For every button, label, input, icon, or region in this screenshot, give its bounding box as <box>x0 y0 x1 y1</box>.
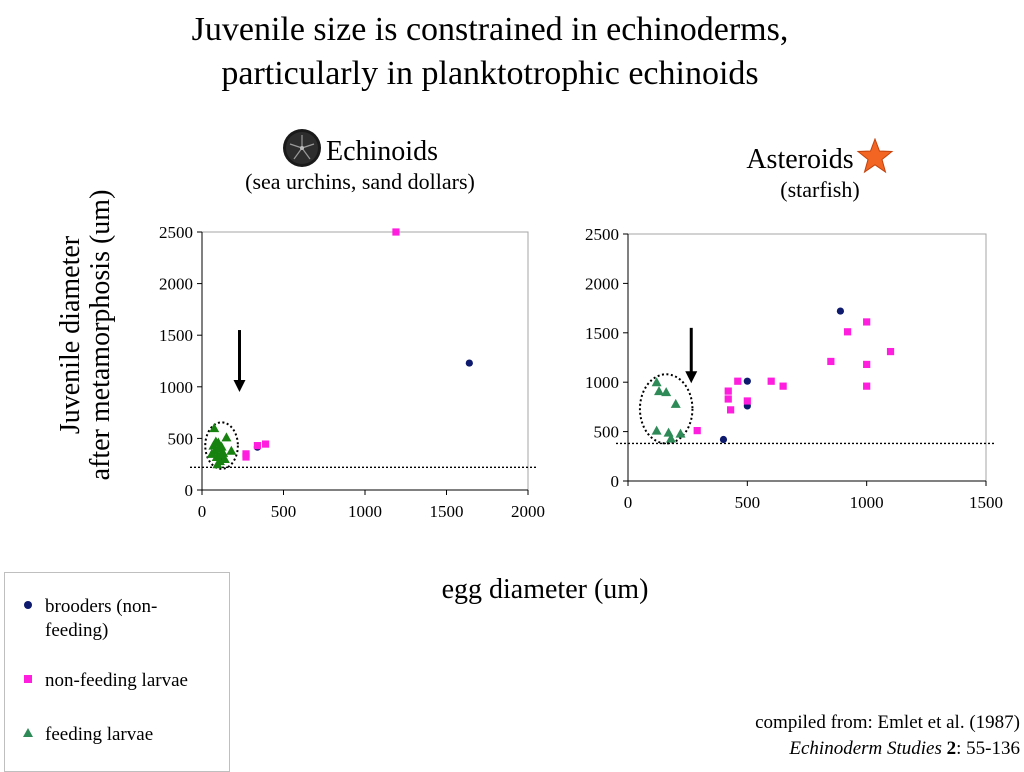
y-tick-label: 1500 <box>159 326 193 345</box>
credit-journal: Echinoderm Studies <box>789 738 942 759</box>
nonfeeding-point <box>242 453 250 461</box>
arrow-head <box>233 379 246 392</box>
legend-label-feeding: feeding larvae <box>45 724 154 745</box>
legend-triangle-marker <box>23 728 33 737</box>
nonfeeding-point <box>724 395 732 403</box>
nonfeeding-point <box>827 357 835 366</box>
asteroids-subtitle: (starfish) <box>780 177 860 202</box>
echinoids-name: Echinoids <box>326 136 438 167</box>
nonfeeding-point <box>779 382 787 390</box>
y-tick-label: 500 <box>168 429 194 448</box>
y-axis-label-line-1: Juvenile diameter <box>55 235 86 435</box>
x-tick-label: 1000 <box>850 493 884 512</box>
y-axis-label-line-2: after metamorphosis (um) <box>85 189 116 481</box>
nonfeeding-point <box>734 377 742 385</box>
feeding-point <box>654 386 665 396</box>
feeding-point <box>665 433 676 443</box>
arrow-head <box>685 371 698 384</box>
brooder-point <box>836 307 845 315</box>
feeding-point <box>651 425 662 435</box>
feeding-point <box>206 448 217 458</box>
legend-item-feeding: feeding larvae <box>23 723 154 747</box>
y-tick-label: 2000 <box>159 275 193 294</box>
feeding-point <box>675 428 686 438</box>
legend-circle-marker <box>24 601 32 609</box>
nonfeeding-point <box>863 318 871 326</box>
title-line-1: Juvenile size is constrained in echinode… <box>191 11 789 48</box>
credit-line-2: Echinoderm Studies 2: 55-136 <box>755 736 1020 762</box>
x-tick-label: 500 <box>735 493 761 512</box>
credit-pages: : 55-136 <box>956 738 1020 759</box>
nonfeeding-point <box>886 347 895 356</box>
asteroids-heading: Asteroids (starfish) <box>700 137 940 204</box>
credit-line-1: compiled from: Emlet et al. (1987) <box>755 712 1020 733</box>
feeding-point <box>221 432 232 442</box>
y-tick-label: 1000 <box>585 373 619 392</box>
feeding-point <box>209 423 220 433</box>
y-tick-label: 0 <box>611 472 620 491</box>
starfish-icon <box>856 137 894 174</box>
echinoids-chart: 0 500 1000 1500 2000 2500 0 500 1000 1500 2000 <box>159 223 545 521</box>
feeding-point <box>210 436 221 446</box>
highlight-ellipse <box>638 373 694 445</box>
nonfeeding-point <box>253 442 262 450</box>
y-tick-label: 2500 <box>159 223 193 242</box>
x-tick-label: 1500 <box>430 502 464 521</box>
nonfeeding-point <box>863 360 871 369</box>
brooder-point <box>465 359 473 367</box>
y-tick-label: 1500 <box>585 324 619 343</box>
feeding-point <box>651 377 662 387</box>
nonfeeding-point <box>392 228 400 236</box>
asteroids-chart: 0 500 1000 1500 2000 2500 0 500 1000 1500 <box>585 225 1003 512</box>
x-axis-label: egg diameter (um) <box>441 574 649 605</box>
y-tick-label: 0 <box>185 481 194 500</box>
feeding-point <box>670 398 681 408</box>
legend-item-brooders: brooders (non-feeding) <box>24 595 195 643</box>
legend-square-marker <box>24 675 32 683</box>
brooder-point <box>719 435 728 444</box>
feeding-point <box>226 445 237 455</box>
asteroids-name: Asteroids <box>746 144 854 175</box>
plot-frame <box>201 231 529 491</box>
nonfeeding-point <box>693 427 701 435</box>
nonfeeding-point <box>727 406 735 414</box>
nonfeeding-point <box>863 382 871 390</box>
x-tick-label: 1500 <box>969 493 1003 512</box>
x-tick-label: 500 <box>271 502 297 521</box>
title-line-2: particularly in planktotrophic echinoids <box>221 55 759 92</box>
echinoids-subtitle: (sea urchins, sand dollars) <box>245 169 475 194</box>
y-tick-label: 2000 <box>585 274 619 293</box>
feeding-point <box>215 449 226 459</box>
nonfeeding-point <box>724 387 732 395</box>
highlight-ellipse <box>204 421 239 470</box>
legend-label-brooders: brooders (non-feeding) <box>45 596 158 641</box>
nonfeeding-point <box>743 397 751 405</box>
x-tick-label: 1000 <box>348 502 382 521</box>
source-credit: compiled from: Emlet et al. (1987) Echin… <box>755 710 1020 762</box>
nonfeeding-point <box>843 328 852 336</box>
nonfeeding-point <box>261 440 270 448</box>
echinoids-heading: Echinoids (sea urchins, sand dollars) <box>200 128 520 196</box>
slide-title: Juvenile size is constrained in echinode… <box>0 8 980 96</box>
y-tick-label: 500 <box>594 423 620 442</box>
x-tick-label: 2000 <box>511 502 545 521</box>
feeding-point <box>663 427 674 437</box>
legend-label-nonfeeding: non-feeding larvae <box>45 670 188 691</box>
y-tick-label: 2500 <box>585 225 619 244</box>
legend-item-nonfeeding: non-feeding larvae <box>24 669 188 693</box>
sand-dollar-icon <box>283 129 321 167</box>
x-tick-label: 0 <box>198 502 207 521</box>
brooder-point <box>743 377 751 385</box>
credit-volume: 2 <box>946 738 957 759</box>
x-tick-label: 0 <box>624 493 633 512</box>
nonfeeding-point <box>767 377 775 385</box>
feeding-point <box>212 459 223 469</box>
legend: brooders (non-feeding) non-feeding larva… <box>4 572 230 772</box>
feeding-point <box>661 387 672 397</box>
y-tick-label: 1000 <box>159 378 193 397</box>
